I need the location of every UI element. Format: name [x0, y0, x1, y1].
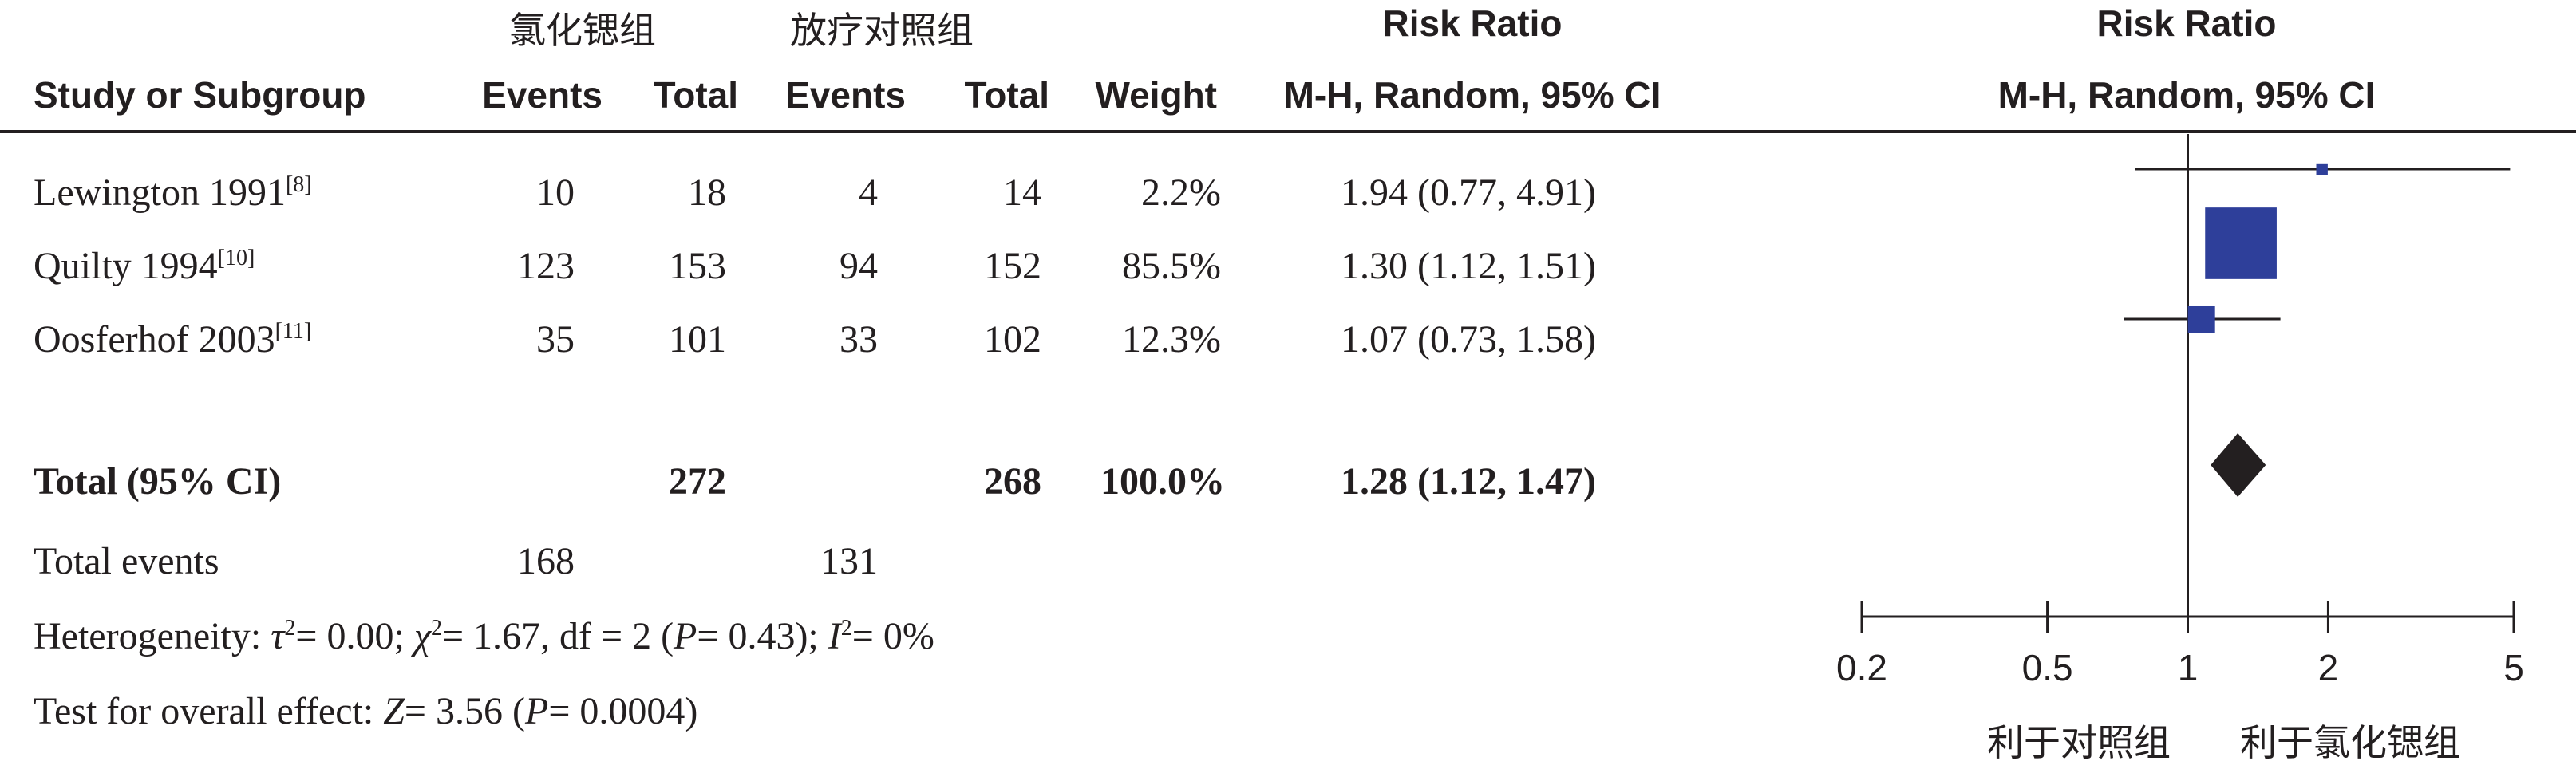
total2-cell: 152 [984, 245, 1041, 287]
events2-cell: 33 [840, 318, 878, 361]
favours-control-label: 利于对照组 [1987, 721, 2171, 764]
x-tick-label: 1 [2178, 647, 2199, 688]
favours-strontium-label: 利于氯化锶组 [2240, 721, 2460, 764]
group1-header: 氯化锶组 [509, 9, 656, 52]
total2-cell: 14 [1003, 172, 1041, 214]
ci-cell: 1.07 (0.73, 1.58) [1341, 318, 1596, 361]
rr-method-header: M-H, Random, 95% CI [1283, 74, 1661, 116]
events1-cell: 35 [536, 318, 575, 361]
total-events1: 168 [517, 540, 575, 582]
x-tick-label: 5 [2503, 647, 2524, 688]
plot-title: Risk Ratio [2096, 2, 2277, 44]
events2-header: Events [785, 74, 906, 116]
weight-cell: 12.3% [1122, 318, 1221, 361]
total1-cell: 101 [669, 318, 726, 361]
total2-header: Total [964, 74, 1049, 116]
group2-header: 放疗对照组 [790, 9, 974, 52]
weight-header: Weight [1095, 74, 1217, 116]
total1-cell: 153 [669, 245, 726, 287]
x-tick-label: 0.2 [1836, 647, 1887, 688]
total1-cell: 18 [688, 172, 726, 214]
total-label: Total (95% CI) [34, 460, 282, 503]
ci-cell: 1.30 (1.12, 1.51) [1341, 245, 1596, 287]
total2-sum: 268 [984, 460, 1041, 503]
weight-cell: 85.5% [1122, 245, 1221, 287]
total-weight: 100.0% [1100, 460, 1225, 503]
heterogeneity-text: Heterogeneity: τ2= 0.00; χ2= 1.67, df = … [34, 615, 934, 657]
total1-sum: 272 [669, 460, 726, 503]
study-name: Oosferhof 2003[11] [34, 318, 312, 361]
ci-cell: 1.94 (0.77, 4.91) [1341, 172, 1596, 214]
rr-title: Risk Ratio [1382, 2, 1563, 44]
pooled-diamond [2211, 433, 2266, 497]
study-name: Quilty 1994[10] [34, 245, 255, 287]
study-marker [2187, 305, 2215, 333]
study-name: Lewington 1991[8] [34, 172, 312, 214]
x-tick-label: 0.5 [2022, 647, 2073, 688]
events2-cell: 94 [840, 245, 878, 287]
weight-cell: 2.2% [1141, 172, 1221, 214]
total2-cell: 102 [984, 318, 1041, 361]
total-events2: 131 [820, 540, 878, 582]
events2-cell: 4 [859, 172, 878, 214]
study-marker [2316, 163, 2328, 175]
events1-cell: 123 [517, 245, 575, 287]
overall-effect-text: Test for overall effect: Z= 3.56 (P= 0.0… [34, 690, 698, 732]
total1-header: Total [653, 74, 738, 116]
total-events-label: Total events [34, 540, 219, 582]
header-rule [0, 130, 2576, 133]
events1-header: Events [482, 74, 603, 116]
study-marker [2205, 207, 2277, 279]
events1-cell: 10 [536, 172, 575, 214]
plot-method-header: M-H, Random, 95% CI [1997, 74, 2376, 116]
total-ci: 1.28 (1.12, 1.47) [1341, 460, 1596, 503]
x-tick-label: 2 [2318, 647, 2339, 688]
study-column-header: Study or Subgroup [34, 74, 366, 116]
